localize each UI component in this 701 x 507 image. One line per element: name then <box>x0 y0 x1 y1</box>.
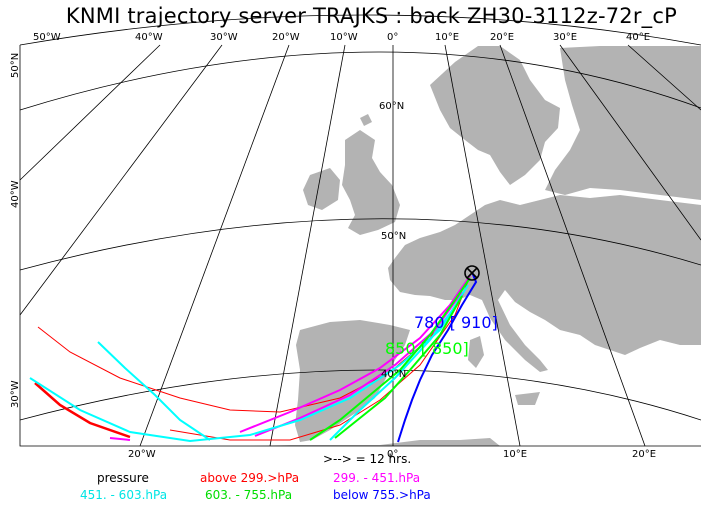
lon-label-top-20w: 20°W <box>272 32 300 43</box>
lat-label-40n: 40°N <box>381 369 407 380</box>
trajectory-cyan-3 <box>329 299 461 441</box>
lat-60 <box>19 51 701 111</box>
left-label-50n: 50°N <box>10 52 21 78</box>
lon-label-top-30w: 30°W <box>210 32 238 43</box>
lon-30E <box>559 44 701 241</box>
lon-label-bottom-20e: 20°E <box>632 449 657 460</box>
lon-label-top-50w: 50°W <box>33 32 61 43</box>
lon-label-top-10w: 10°W <box>330 32 358 43</box>
lon-label-top-40e: 40°E <box>626 32 651 43</box>
lat-label-50n: 50°N <box>381 231 407 242</box>
page-title: KNMI trajectory server TRAJKS : back ZH3… <box>65 4 677 28</box>
legend-pressure-header: pressure <box>97 471 149 485</box>
lon-label-bottom-10e: 10°E <box>503 449 528 460</box>
lon-label-top-10e: 10°E <box>435 32 460 43</box>
left-label-40w: 40°W <box>10 180 21 208</box>
land-masses <box>250 46 701 446</box>
lon-label-top-0: 0° <box>387 32 399 43</box>
lon-label-top-30e: 30°E <box>553 32 578 43</box>
lon-label-top-40w: 40°W <box>135 32 163 43</box>
scandinavia <box>430 46 560 185</box>
time-step-note: >--> = 12 hrs. <box>323 452 412 466</box>
continental-europe <box>388 195 701 372</box>
lon-20W <box>139 44 290 447</box>
lon-label-bottom-20w: 20°W <box>128 449 156 460</box>
lat-label-60n: 60°N <box>379 101 405 112</box>
legend-band2: 451. - 603.hPa <box>80 488 168 502</box>
arrival-marker <box>464 265 480 281</box>
trajectory-cyan-2 <box>97 341 211 441</box>
trajectory-green-2 <box>334 295 463 439</box>
lon-40W <box>19 44 161 181</box>
legend-above: above 299.>hPa <box>200 471 300 485</box>
left-label-30w: 30°W <box>10 380 21 408</box>
pressure-label-lower: 850 [ 850] <box>385 339 469 358</box>
trajectories <box>29 271 478 443</box>
trajectory-magenta-2 <box>254 291 463 437</box>
trajectory-green-1 <box>309 277 471 441</box>
iberia <box>295 320 410 442</box>
trajectory-magenta-3 <box>109 437 131 441</box>
sicily <box>515 392 540 405</box>
pressure-label-upper: 780 [ 910] <box>414 313 498 332</box>
ireland <box>303 168 340 210</box>
north-africa <box>250 438 500 446</box>
great-britain <box>342 130 400 235</box>
trajectory-red-2 <box>169 275 471 441</box>
finland-russia <box>545 46 701 200</box>
lon-10E <box>444 44 521 447</box>
trajectory-red-3 <box>34 382 131 439</box>
lon-20E <box>499 44 646 447</box>
lon-40E <box>627 44 701 111</box>
map-frame <box>19 14 701 447</box>
lon-label-bottom-0: 0° <box>387 449 399 460</box>
small-islands <box>360 114 372 126</box>
lon-30W <box>19 44 223 316</box>
lon-10W <box>269 44 346 447</box>
lon-label-top-20e: 20°E <box>490 32 515 43</box>
sardinia <box>468 336 484 368</box>
legend-band1: 299. - 451.hPa <box>333 471 421 485</box>
trajectory-cyan-1 <box>29 284 469 443</box>
trajectory-magenta-1 <box>239 275 471 433</box>
legend-band3: 603. - 755.hPa <box>205 488 293 502</box>
trajectory-blue-1 <box>397 271 478 443</box>
lat-50 <box>19 218 701 271</box>
legend-below: below 755.>hPa <box>333 488 431 502</box>
